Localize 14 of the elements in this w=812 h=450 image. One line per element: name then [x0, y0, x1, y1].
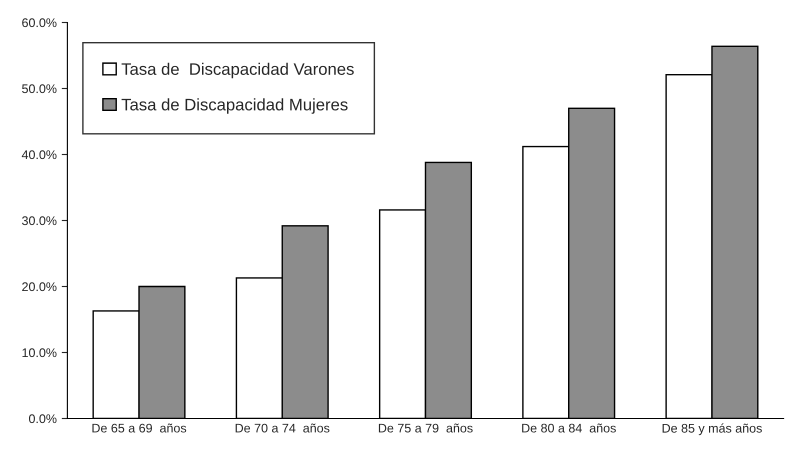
y-tick-label: 30.0%: [22, 216, 57, 226]
legend-label: Tasa de Discapacidad Mujeres: [122, 98, 348, 114]
y-tick-label: 50.0%: [22, 84, 57, 94]
x-tick-label: De 80 a 84 años: [522, 423, 616, 433]
y-tick-label: 40.0%: [22, 150, 57, 160]
x-tick-label: De 65 a 69 años: [92, 423, 186, 433]
x-tick-label: De 85 y más años: [662, 423, 762, 436]
x-tick-label: De 70 a 74 años: [236, 423, 330, 433]
y-tick-label: 0.0%: [28, 414, 57, 424]
x-tick-label: De 75 a 79 años: [378, 423, 473, 433]
legend-label: Tasa de Discapacidad Varones: [122, 62, 354, 78]
y-tick-label: 10.0%: [22, 348, 57, 358]
y-tick-label: 60.0%: [22, 18, 57, 28]
y-tick-label: 20.0%: [22, 282, 57, 292]
